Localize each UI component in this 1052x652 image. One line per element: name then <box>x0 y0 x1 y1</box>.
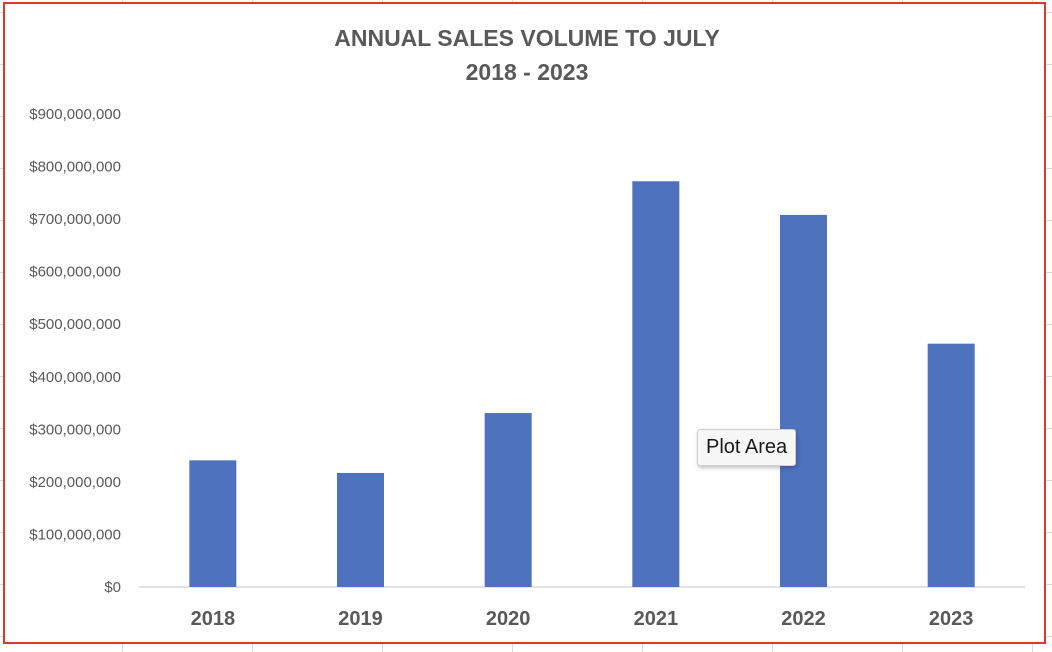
y-tick-label: $900,000,000 <box>29 106 121 123</box>
x-tick-label: 2023 <box>929 608 974 630</box>
y-tick-label: $600,000,000 <box>29 264 121 281</box>
y-tick-label: $300,000,000 <box>29 421 121 438</box>
x-axis-labels: 2018 2019 2020 2021 2022 2023 <box>191 608 974 630</box>
x-tick-label: 2022 <box>781 608 826 630</box>
y-tick-label: $200,000,000 <box>29 474 121 491</box>
x-tick-label: 2018 <box>191 608 236 630</box>
y-tick-label: $400,000,000 <box>29 369 121 386</box>
bar-2019[interactable] <box>337 472 384 587</box>
bar-2023[interactable] <box>927 343 975 587</box>
bar-series[interactable] <box>189 181 975 587</box>
chart-object[interactable]: ANNUAL SALES VOLUME TO JULY 2018 - 2023 … <box>3 2 1046 644</box>
chart-title-line-1: ANNUAL SALES VOLUME TO JULY <box>334 25 720 51</box>
bar-2021[interactable] <box>632 181 680 587</box>
chart-title-line-2: 2018 - 2023 <box>466 59 589 85</box>
bar-2020[interactable] <box>484 413 532 587</box>
bar-chart[interactable]: ANNUAL SALES VOLUME TO JULY 2018 - 2023 … <box>5 4 1044 642</box>
y-tick-label: $100,000,000 <box>29 526 121 543</box>
y-axis-labels: $0 $100,000,000 $200,000,000 $300,000,000 $4… <box>29 106 121 596</box>
y-tick-label: $800,000,000 <box>29 159 121 176</box>
x-tick-label: 2019 <box>338 608 383 630</box>
x-tick-label: 2020 <box>486 608 531 630</box>
y-tick-label: $0 <box>104 579 121 596</box>
y-tick-label: $500,000,000 <box>29 316 121 333</box>
bar-2018[interactable] <box>189 460 237 587</box>
plot-area-tooltip: Plot Area <box>697 429 797 466</box>
y-tick-label: $700,000,000 <box>29 211 121 228</box>
bar-2022[interactable] <box>780 214 827 587</box>
x-tick-label: 2021 <box>634 608 679 630</box>
